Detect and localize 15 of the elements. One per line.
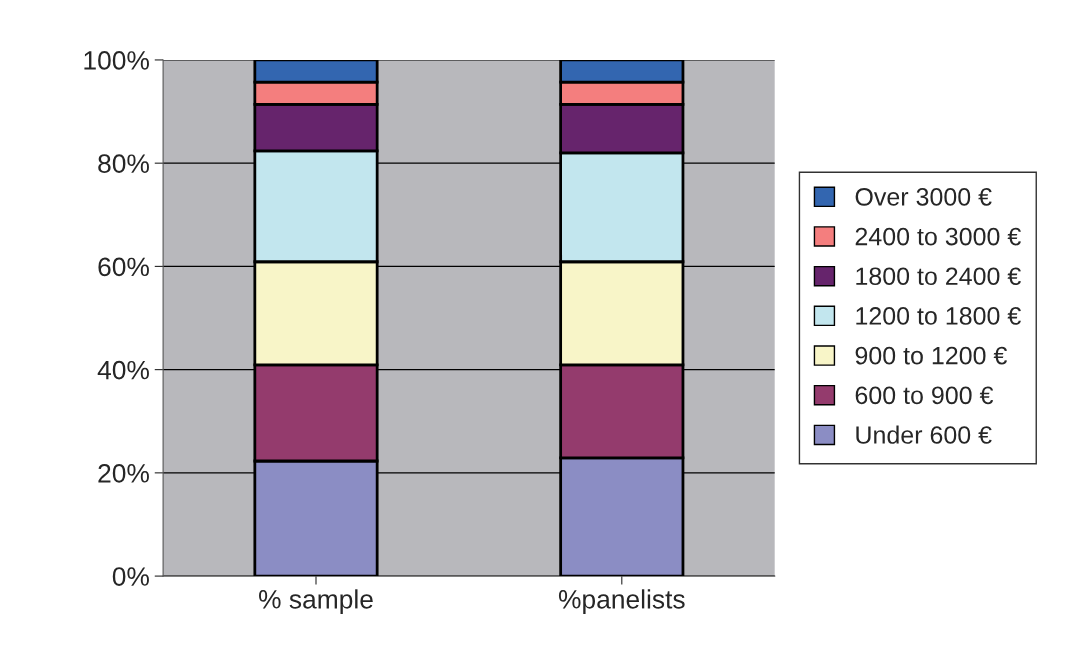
legend-label: 2400 to 3000 € (855, 227, 1021, 246)
legend-label: Over 3000 € (855, 188, 992, 206)
legend-label: 1200 to 1800 € (856, 307, 1021, 325)
x-tick-label: % sample (259, 589, 373, 614)
y-tick-label: 20% (98, 463, 149, 483)
y-tick-label: 100% (84, 51, 149, 70)
y-tick-label: 40% (97, 360, 149, 380)
y-tick-label: 60% (98, 257, 149, 277)
legend-label: 600 to 900 € (855, 386, 994, 405)
x-tick-label: %panelists (558, 589, 685, 614)
y-tick-label: 0% (112, 567, 149, 586)
legend-label: 900 to 1200 € (855, 346, 1007, 365)
y-tick-label: 80% (98, 154, 149, 173)
legend-label: 1800 to 2400 € (856, 267, 1021, 286)
legend-label: Under 600 € (856, 425, 992, 444)
